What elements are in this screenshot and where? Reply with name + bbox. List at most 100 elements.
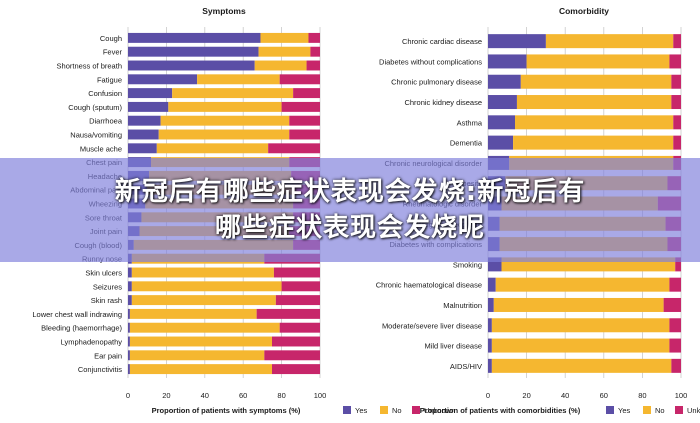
comorbidity-category-label: Moderate/severe liver disease — [382, 321, 482, 330]
comorbidity-bar-yes — [488, 34, 546, 49]
comorbidity-bar-unknown — [669, 54, 681, 69]
comorbidity-category-label: Asthma — [457, 118, 483, 127]
comorbidity-legend-label-yes: Yes — [618, 406, 630, 415]
symptoms-category-label: Skin ulcers — [85, 269, 122, 278]
symptoms-category-label: Cough (sputum) — [68, 103, 122, 112]
symptoms-category-label: Muscle ache — [80, 144, 122, 153]
comorbidity-bar-yes — [488, 95, 517, 110]
symptoms-bar-unknown — [293, 88, 320, 99]
symptoms-bar-yes — [128, 32, 261, 43]
comorbidity-bar-unknown — [671, 74, 681, 89]
symptoms-x-tick-label: 80 — [277, 391, 285, 400]
symptoms-category-label: Seizures — [93, 282, 122, 291]
comorbidity-bar-unknown — [673, 135, 681, 150]
comorbidity-bar-unknown — [663, 297, 681, 312]
comorbidity-bar-yes — [488, 74, 521, 89]
symptoms-category-label: Nausa/vomiting — [70, 131, 122, 140]
symptoms-bar-no — [131, 295, 276, 306]
overlay-title-line1: 新冠后有哪些症状表现会发烧:新冠后有 — [114, 177, 586, 207]
comorbidity-category-label: Mild liver disease — [424, 342, 482, 351]
comorbidity-bar-unknown — [671, 358, 681, 373]
symptoms-bar-unknown — [264, 350, 320, 361]
comorbidity-legend-label-unknown: Unknown — [687, 406, 700, 415]
symptoms-bar-no — [258, 46, 311, 57]
comorbidity-bar-unknown — [673, 115, 681, 130]
comorbidity-category-label: Chronic haematological disease — [376, 281, 482, 290]
comorbidity-bar-no — [491, 338, 670, 353]
comorbidity-bar-yes — [488, 318, 492, 333]
symptoms-bar-unknown — [310, 46, 320, 57]
comorbidity-bar-no — [491, 358, 672, 373]
symptoms-bar-unknown — [279, 74, 320, 85]
comorbidity-bar-no — [493, 297, 664, 312]
symptoms-category-label: Shortness of breath — [57, 62, 122, 71]
comorbidity-x-axis-label: Proportion of patients with comorbiditie… — [420, 406, 581, 415]
comorbidity-x-tick-label: 100 — [675, 391, 688, 400]
comorbidity-x-tick-label: 20 — [522, 391, 530, 400]
symptoms-bar-yes — [128, 350, 130, 361]
comorbidity-bar-unknown — [669, 338, 681, 353]
comorbidity-category-label: Malnutrition — [443, 301, 482, 310]
comorbidity-category-label: Diabetes without complications — [379, 57, 482, 66]
symptoms-bar-no — [160, 115, 290, 126]
symptoms-x-tick-label: 60 — [239, 391, 247, 400]
symptoms-legend-label-no: No — [392, 406, 402, 415]
symptoms-bar-no — [129, 350, 265, 361]
comorbidity-bar-no — [495, 277, 670, 292]
symptoms-category-label: Lower chest wall indrawing — [32, 310, 122, 319]
comorbidity-bar-unknown — [675, 257, 681, 272]
comorbidity-legend-swatch-unknown — [675, 406, 683, 414]
overlay-title-line2: 哪些症状表现会发烧呢 — [214, 213, 485, 243]
symptoms-x-tick-label: 20 — [162, 391, 170, 400]
symptoms-bar-unknown — [275, 295, 320, 306]
symptoms-bar-unknown — [289, 129, 320, 140]
symptoms-bar-no — [131, 267, 274, 278]
comorbidity-category-label: Chronic kidney disease — [404, 98, 482, 107]
comorbidity-bar-unknown — [673, 34, 681, 49]
symptoms-bar-unknown — [256, 308, 320, 319]
comorbidity-bar-no — [491, 318, 670, 333]
symptoms-category-label: Lymphadenopathy — [61, 338, 123, 347]
comorbidity-legend-label-no: No — [655, 406, 665, 415]
comorbidity-bar-yes — [488, 54, 527, 69]
symptoms-category-label: Cough — [100, 34, 122, 43]
symptoms-bar-no — [197, 74, 280, 85]
symptoms-bar-unknown — [281, 101, 320, 112]
comorbidity-x-tick-label: 80 — [638, 391, 646, 400]
symptoms-bar-yes — [128, 60, 255, 71]
symptoms-chart-title: Symptoms — [202, 6, 246, 16]
symptoms-bar-unknown — [272, 364, 320, 375]
symptoms-x-tick-label: 0 — [126, 391, 130, 400]
comorbidity-category-label: AIDS/HIV — [450, 362, 482, 371]
symptoms-bar-no — [254, 60, 307, 71]
symptoms-legend-label-unknown: Unknown — [424, 406, 455, 415]
symptoms-bar-yes — [128, 143, 157, 154]
comorbidity-bar-no — [515, 115, 674, 130]
comorbidity-x-tick-label: 60 — [600, 391, 608, 400]
symptoms-category-label: Ear pain — [94, 351, 122, 360]
symptoms-bar-yes — [128, 46, 259, 57]
symptoms-bar-no — [131, 281, 282, 292]
comorbidity-category-label: Chronic pulmonary disease — [391, 78, 482, 87]
symptoms-x-axis-label: Proportion of patients with symptoms (%) — [152, 406, 301, 415]
comorbidity-legend-swatch-yes — [606, 406, 614, 414]
symptoms-bar-unknown — [272, 336, 320, 347]
comorbidity-x-tick-label: 40 — [561, 391, 569, 400]
symptoms-category-label: Bleeding (haemorrhage) — [41, 324, 122, 333]
symptoms-bar-yes — [128, 364, 130, 375]
symptoms-legend-label-yes: Yes — [355, 406, 367, 415]
symptoms-bar-no — [260, 32, 309, 43]
comorbidity-bar-no — [516, 95, 672, 110]
symptoms-bar-no — [168, 101, 282, 112]
comorbidity-bar-yes — [488, 297, 494, 312]
symptoms-category-label: Fatigue — [97, 75, 122, 84]
symptoms-bar-yes — [128, 115, 161, 126]
symptoms-bar-no — [129, 308, 257, 319]
symptoms-bar-yes — [128, 281, 132, 292]
symptoms-bar-yes — [128, 295, 132, 306]
symptoms-bar-yes — [128, 129, 159, 140]
symptoms-bar-yes — [128, 322, 130, 333]
symptoms-bar-yes — [128, 88, 173, 99]
symptoms-category-label: Diarrhoea — [89, 117, 123, 126]
symptoms-bar-unknown — [273, 267, 320, 278]
